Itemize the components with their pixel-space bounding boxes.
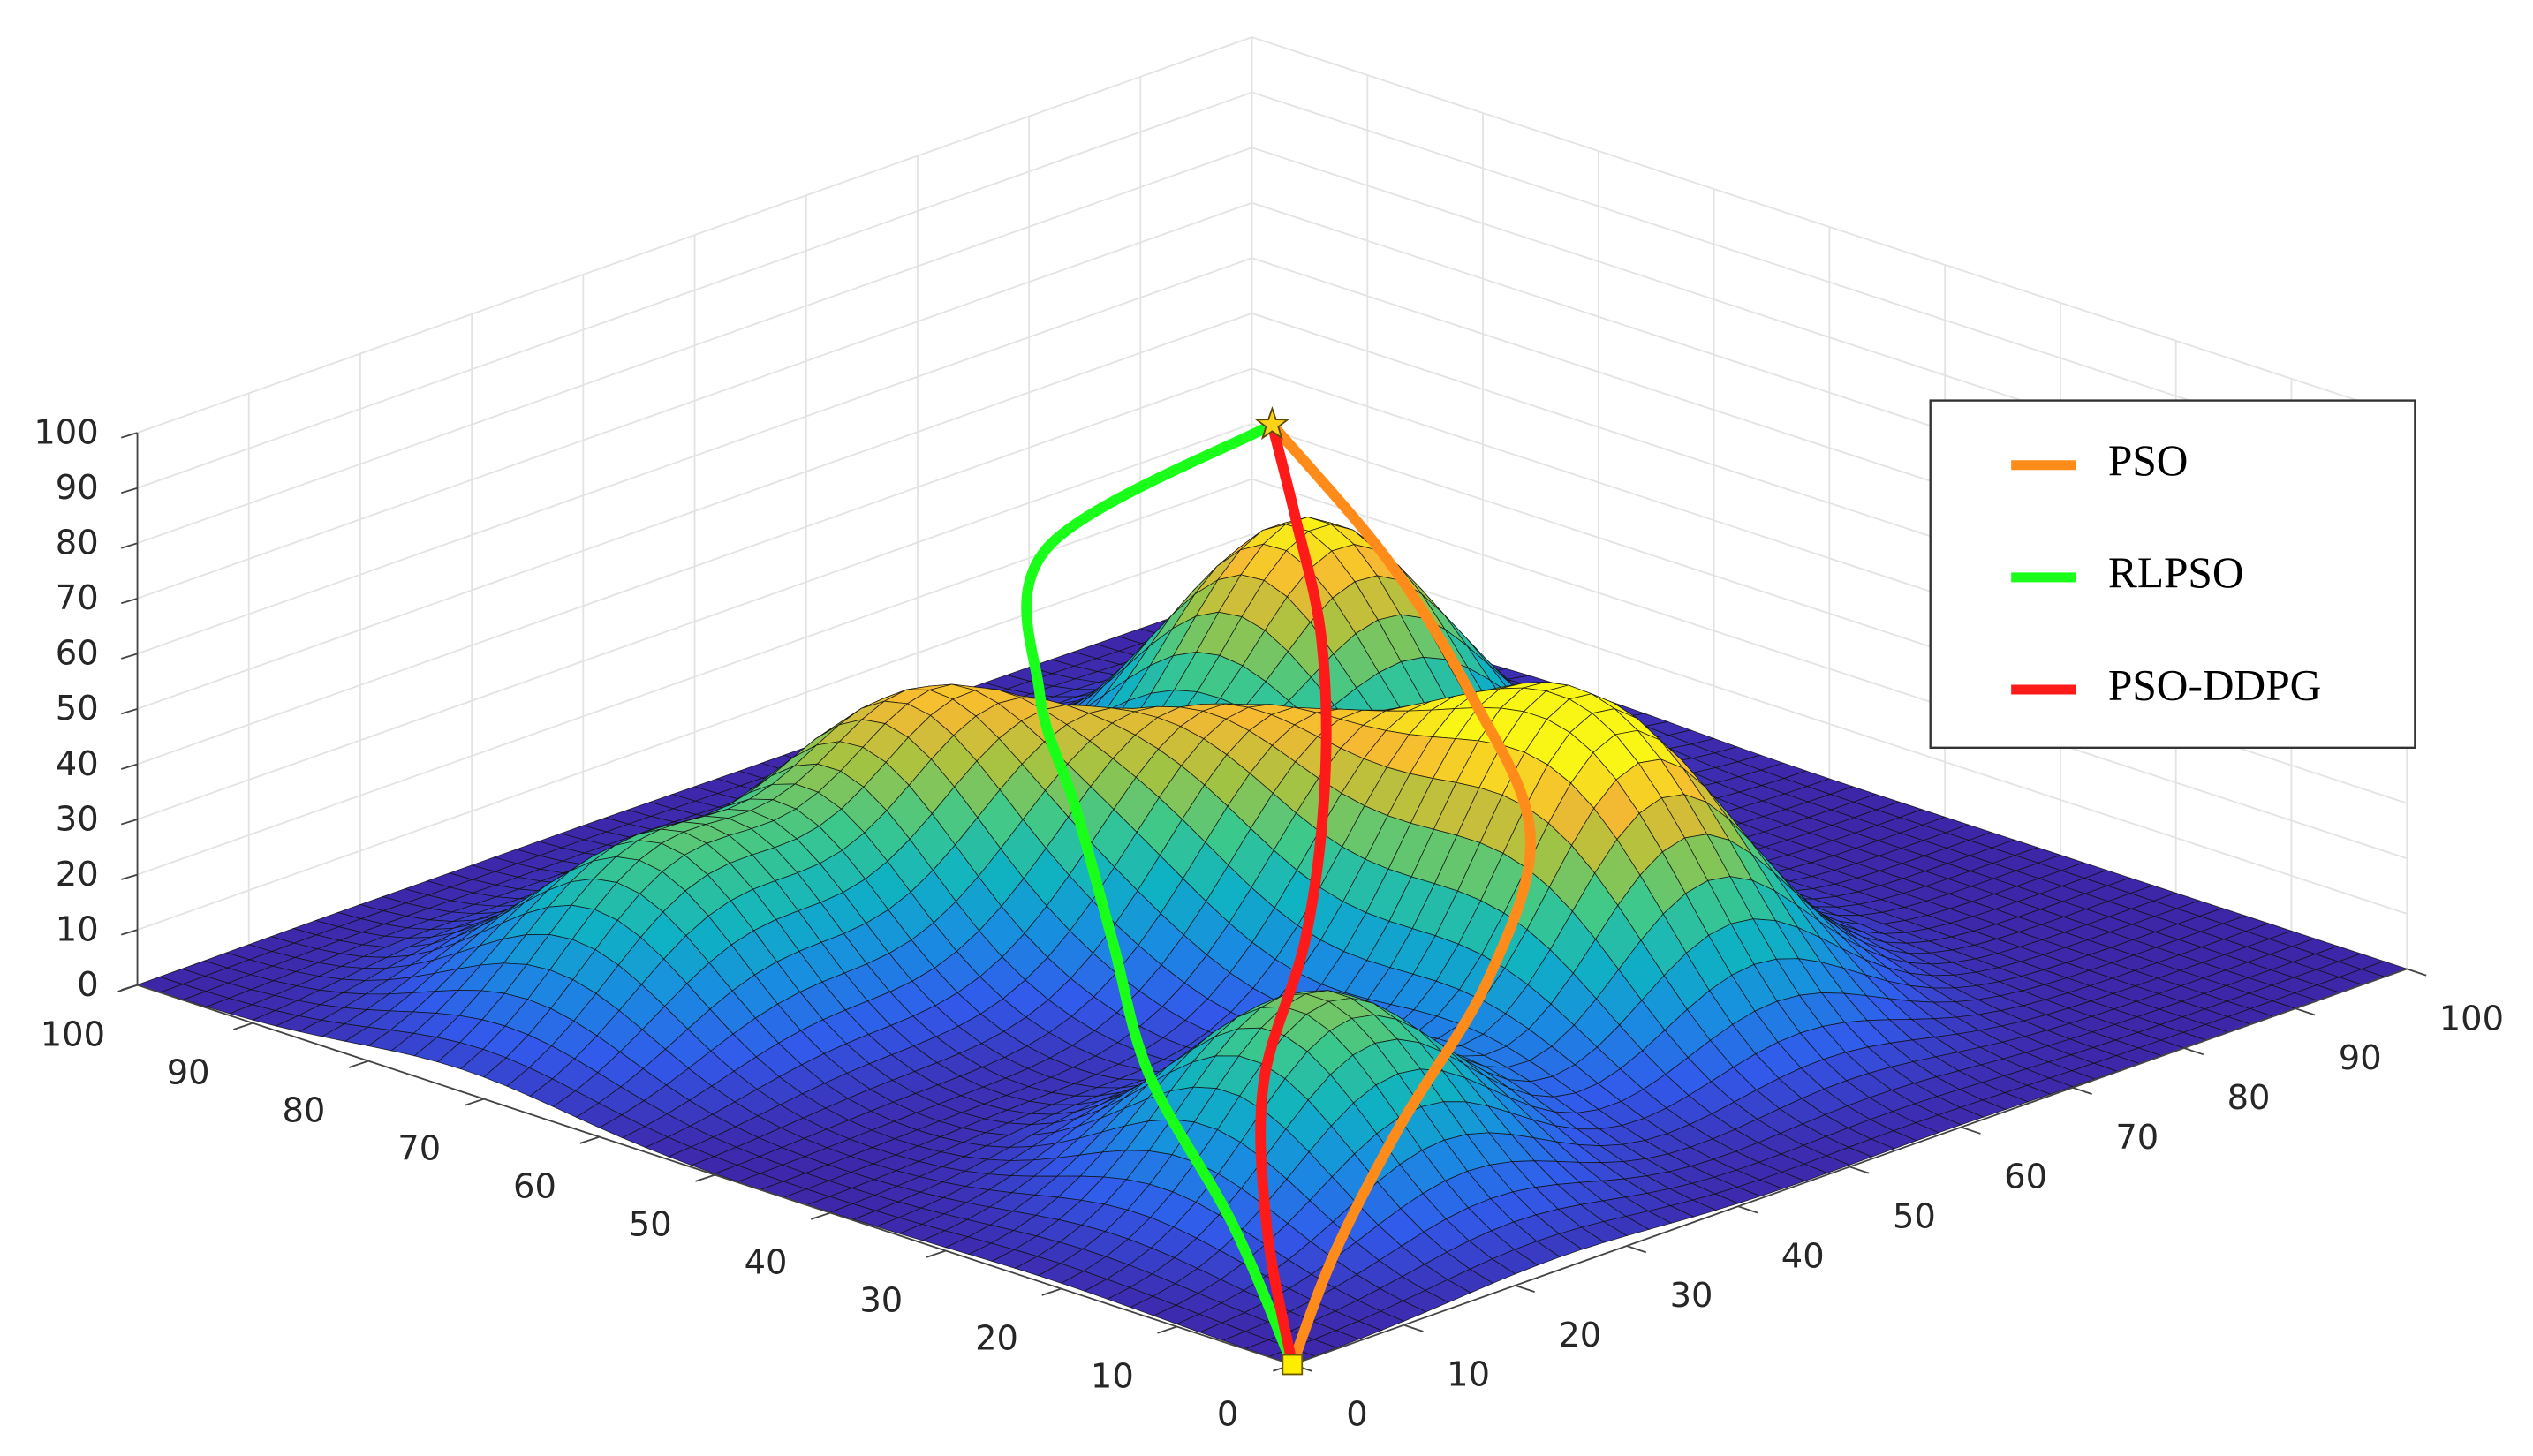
surface [136, 517, 2408, 1365]
y-tick-label: 60 [513, 1167, 556, 1207]
y-tick-label: 90 [167, 1053, 210, 1093]
x-tick-label: 100 [2439, 999, 2504, 1038]
y-tick-label: 30 [859, 1281, 903, 1321]
tick-mark [1515, 1284, 1535, 1294]
tick-mark [348, 1060, 369, 1068]
y-tick-label: 100 [41, 1015, 105, 1055]
y-tick-label: 40 [745, 1243, 788, 1283]
paths [1021, 405, 1536, 1376]
legend-label: PSO-DDPG [2108, 660, 2321, 709]
tick-mark [120, 597, 138, 605]
x-tick-label: 40 [1781, 1236, 1825, 1276]
tick-mark [120, 708, 138, 715]
tick-mark [120, 819, 138, 826]
tick-mark [120, 929, 138, 936]
tick-mark [120, 432, 138, 439]
tick-mark [2072, 1086, 2092, 1095]
tick-mark [464, 1098, 485, 1106]
axes: 0102030405060708090100010203040506070809… [34, 412, 2504, 1434]
tick-mark [2295, 1007, 2316, 1016]
y-tick-label: 20 [975, 1319, 1018, 1359]
trajectory [1266, 419, 1536, 1370]
tick-mark [120, 984, 138, 992]
y-tick-label: 50 [629, 1205, 672, 1245]
x-tick-label: 80 [2227, 1078, 2271, 1118]
trajectory [1021, 419, 1298, 1370]
grid-line [137, 533, 2408, 931]
x-tick-label: 20 [1558, 1316, 1601, 1355]
tick-mark [233, 1022, 253, 1030]
z-tick-label: 80 [56, 524, 99, 563]
z-tick-label: 60 [56, 634, 99, 674]
legend-label: RLPSO [2108, 548, 2244, 597]
z-tick-label: 70 [56, 578, 99, 618]
tick-mark [810, 1211, 831, 1220]
z-tick-label: 100 [34, 412, 98, 452]
y-tick-label: 0 [1217, 1395, 1238, 1435]
x-tick-label: 90 [2339, 1038, 2382, 1078]
tick-mark [1157, 1325, 1177, 1334]
tick-mark [1737, 1205, 1758, 1214]
z-tick-label: 50 [56, 689, 99, 728]
tick-mark [1403, 1324, 1424, 1332]
start-marker [1282, 1354, 1304, 1376]
x-tick-label: 70 [2115, 1118, 2159, 1158]
tick-mark [1626, 1245, 1647, 1254]
tick-mark [1041, 1287, 1062, 1296]
z-tick-label: 0 [77, 965, 98, 1005]
tick-mark [926, 1249, 947, 1258]
tick-mark [120, 653, 138, 660]
z-tick-label: 40 [56, 744, 99, 784]
y-tick-label: 80 [283, 1091, 326, 1131]
legend-label: PSO [2108, 436, 2189, 485]
x-tick-label: 50 [1893, 1196, 1936, 1236]
z-tick-label: 10 [56, 909, 99, 949]
z-tick-label: 90 [56, 468, 99, 508]
tick-mark [1961, 1126, 1981, 1135]
tick-mark [120, 873, 138, 880]
tick-mark [120, 763, 138, 770]
tick-mark [120, 542, 138, 549]
tick-mark [579, 1135, 600, 1144]
y-tick-label: 70 [397, 1129, 441, 1169]
y-tick-label: 10 [1091, 1357, 1134, 1397]
tick-mark [1849, 1166, 1870, 1174]
x-tick-label: 30 [1670, 1276, 1713, 1316]
z-tick-label: 20 [56, 855, 99, 894]
x-tick-label: 10 [1447, 1355, 1490, 1395]
grid-line [137, 36, 2408, 434]
x-tick-label: 0 [1346, 1395, 1367, 1435]
goal-marker [1254, 405, 1290, 441]
legend: PSO RLPSO PSO-DDPG [1929, 399, 2416, 750]
tick-mark [120, 487, 138, 494]
z-tick-label: 30 [56, 799, 99, 839]
tick-mark [2406, 968, 2427, 977]
trajectory [1255, 419, 1332, 1370]
grid-line [137, 91, 2408, 489]
tick-mark [695, 1173, 715, 1182]
tick-mark [2183, 1047, 2204, 1056]
x-tick-label: 60 [2004, 1158, 2047, 1197]
